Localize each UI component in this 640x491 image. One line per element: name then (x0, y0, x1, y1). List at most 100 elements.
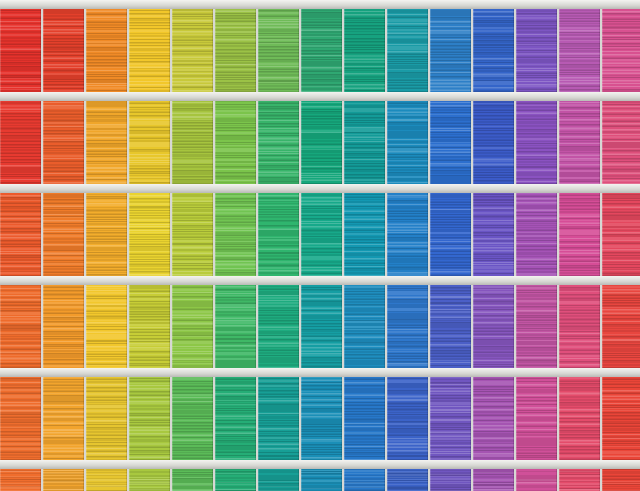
color-panel (344, 377, 385, 460)
color-panel (602, 9, 640, 92)
shelf-ledge (0, 0, 640, 9)
color-panel (0, 193, 41, 276)
color-panel (215, 101, 256, 184)
color-panel (344, 193, 385, 276)
shelf-ledge (0, 368, 640, 377)
color-panel (473, 469, 514, 491)
color-panel (387, 9, 428, 92)
panel-row (0, 9, 640, 92)
color-panel (129, 9, 170, 92)
color-panel (172, 101, 213, 184)
color-panel (301, 193, 342, 276)
color-panel (172, 285, 213, 368)
color-panel (344, 285, 385, 368)
color-panel (516, 285, 557, 368)
color-panel (258, 101, 299, 184)
color-panel (86, 101, 127, 184)
color-panel (129, 377, 170, 460)
color-panel (215, 193, 256, 276)
color-panel (43, 193, 84, 276)
color-panel (0, 9, 41, 92)
color-panel (258, 285, 299, 368)
panel-row (0, 193, 640, 276)
color-panel (559, 469, 600, 491)
color-panel (430, 285, 471, 368)
color-panel (387, 469, 428, 491)
color-panel (86, 285, 127, 368)
color-panel (473, 101, 514, 184)
color-panel (344, 469, 385, 491)
color-panel (602, 101, 640, 184)
color-panel (258, 193, 299, 276)
color-panel (301, 377, 342, 460)
color-panel (301, 469, 342, 491)
color-panel (430, 101, 471, 184)
color-panel (387, 193, 428, 276)
color-panel (43, 101, 84, 184)
color-panel (215, 285, 256, 368)
color-panel (430, 193, 471, 276)
color-panel (172, 377, 213, 460)
color-panel (602, 469, 640, 491)
color-panel (43, 285, 84, 368)
color-panel (172, 9, 213, 92)
color-panel (0, 101, 41, 184)
color-panel (602, 285, 640, 368)
color-panel (430, 469, 471, 491)
color-panel (516, 377, 557, 460)
color-panel (602, 377, 640, 460)
shelf-ledge (0, 460, 640, 469)
color-panel (0, 285, 41, 368)
color-panel (172, 469, 213, 491)
color-panel (344, 9, 385, 92)
color-panel (516, 193, 557, 276)
color-panel (215, 469, 256, 491)
color-panel (430, 377, 471, 460)
color-panel (559, 193, 600, 276)
color-panel (0, 377, 41, 460)
color-panel (516, 9, 557, 92)
panel-row (0, 285, 640, 368)
color-panel (43, 469, 84, 491)
color-panel (129, 101, 170, 184)
color-panel (129, 193, 170, 276)
color-panel (559, 285, 600, 368)
color-panel (301, 9, 342, 92)
color-panel (258, 9, 299, 92)
color-panel (43, 377, 84, 460)
color-panel (516, 101, 557, 184)
color-panel (559, 9, 600, 92)
color-panel (129, 469, 170, 491)
color-panel (387, 101, 428, 184)
color-panel (430, 9, 471, 92)
color-panel (86, 469, 127, 491)
color-panel (43, 9, 84, 92)
panel-row (0, 377, 640, 460)
color-panel (215, 9, 256, 92)
shelf-ledge (0, 276, 640, 285)
shelf-ledge (0, 92, 640, 101)
panel-row (0, 469, 640, 491)
color-panel (602, 193, 640, 276)
color-panel (473, 193, 514, 276)
shelf-ledge (0, 184, 640, 193)
color-panel (559, 377, 600, 460)
color-panel (559, 101, 600, 184)
color-panel (129, 285, 170, 368)
color-panel (301, 101, 342, 184)
panel-row (0, 101, 640, 184)
color-panel (215, 377, 256, 460)
color-panel (0, 469, 41, 491)
color-panel (473, 9, 514, 92)
color-panel (172, 193, 213, 276)
color-panel (344, 101, 385, 184)
color-panel (516, 469, 557, 491)
color-panel (473, 377, 514, 460)
color-panel (387, 285, 428, 368)
color-panel (86, 9, 127, 92)
color-panel (258, 377, 299, 460)
color-panel (86, 193, 127, 276)
color-panel (387, 377, 428, 460)
color-panel (258, 469, 299, 491)
